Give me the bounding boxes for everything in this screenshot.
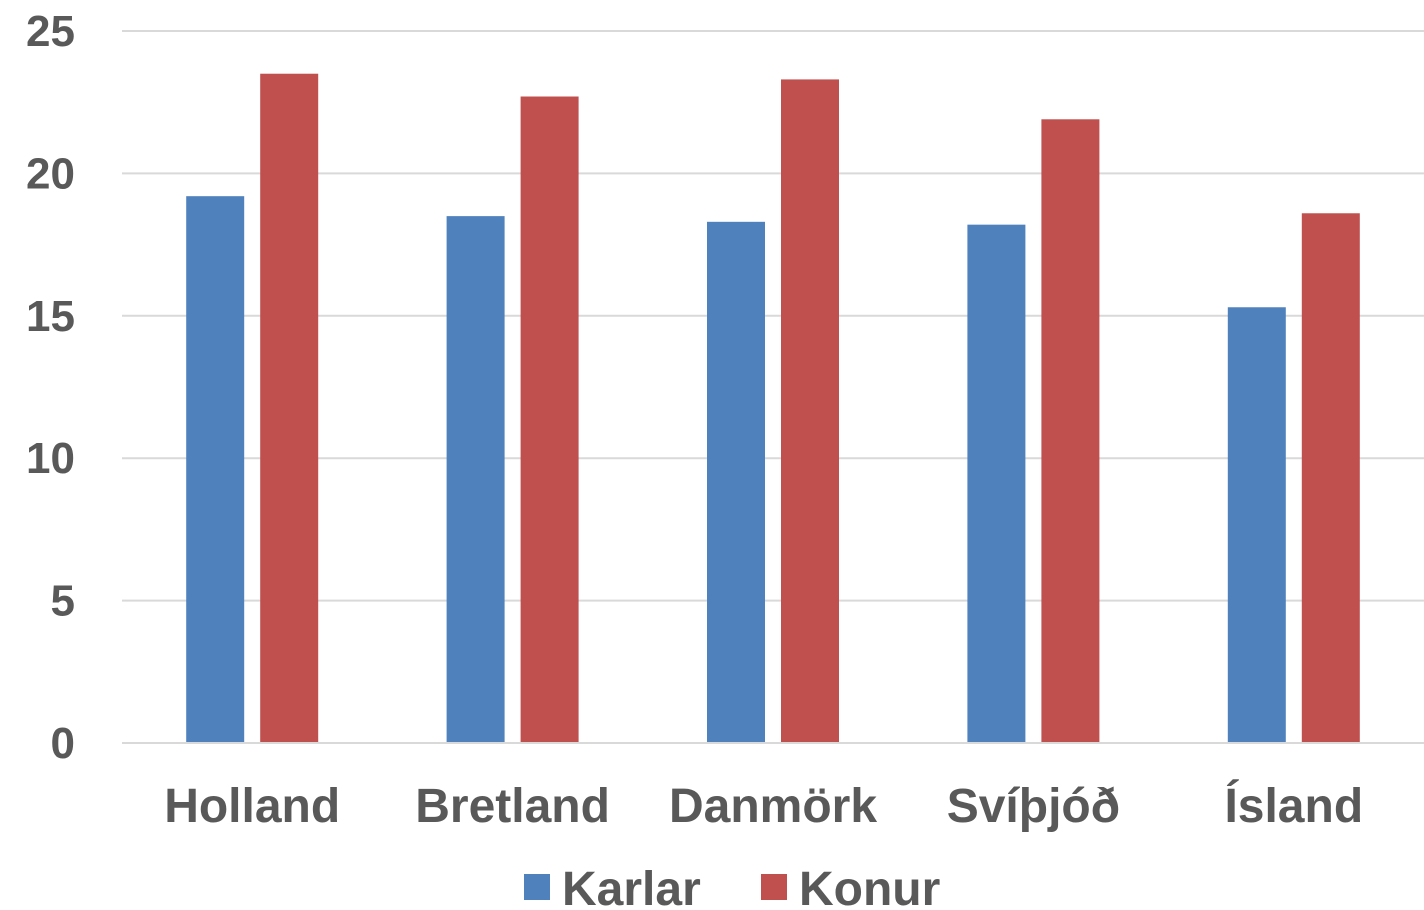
x-axis: Holland Bretland Danmörk Svíþjóð Ísland [164,779,1363,833]
y-tick-label: 20 [26,149,75,198]
x-category-label: Svíþjóð [947,780,1120,833]
bar-konur-3 [1041,119,1100,743]
bar-karlar-1 [446,216,505,743]
legend-swatch-karlar [524,874,550,900]
y-axis: 0 5 10 15 20 25 [26,7,75,768]
legend-swatch-konur [761,874,787,900]
legend: Karlar Konur [524,863,940,910]
y-tick-label: 25 [26,7,75,56]
bar-konur-4 [1301,213,1360,744]
y-tick-label: 0 [51,719,75,768]
y-tick-label: 5 [51,577,75,626]
bar-karlar-4 [1227,307,1286,743]
y-tick-label: 10 [26,434,75,483]
y-tick-label: 15 [26,292,75,341]
x-category-label: Bretland [415,780,610,833]
legend-label-konur: Konur [799,863,940,910]
legend-label-karlar: Karlar [562,863,701,910]
bar-konur-0 [260,73,319,744]
x-category-label: Danmörk [669,780,877,833]
x-category-label: Ísland [1224,779,1363,833]
bars [122,73,1424,744]
x-category-label: Holland [164,780,340,833]
bar-konur-2 [781,79,839,743]
bar-konur-1 [520,96,579,743]
bar-karlar-0 [186,196,245,743]
bar-karlar-3 [967,224,1026,743]
bar-karlar-2 [707,221,765,744]
